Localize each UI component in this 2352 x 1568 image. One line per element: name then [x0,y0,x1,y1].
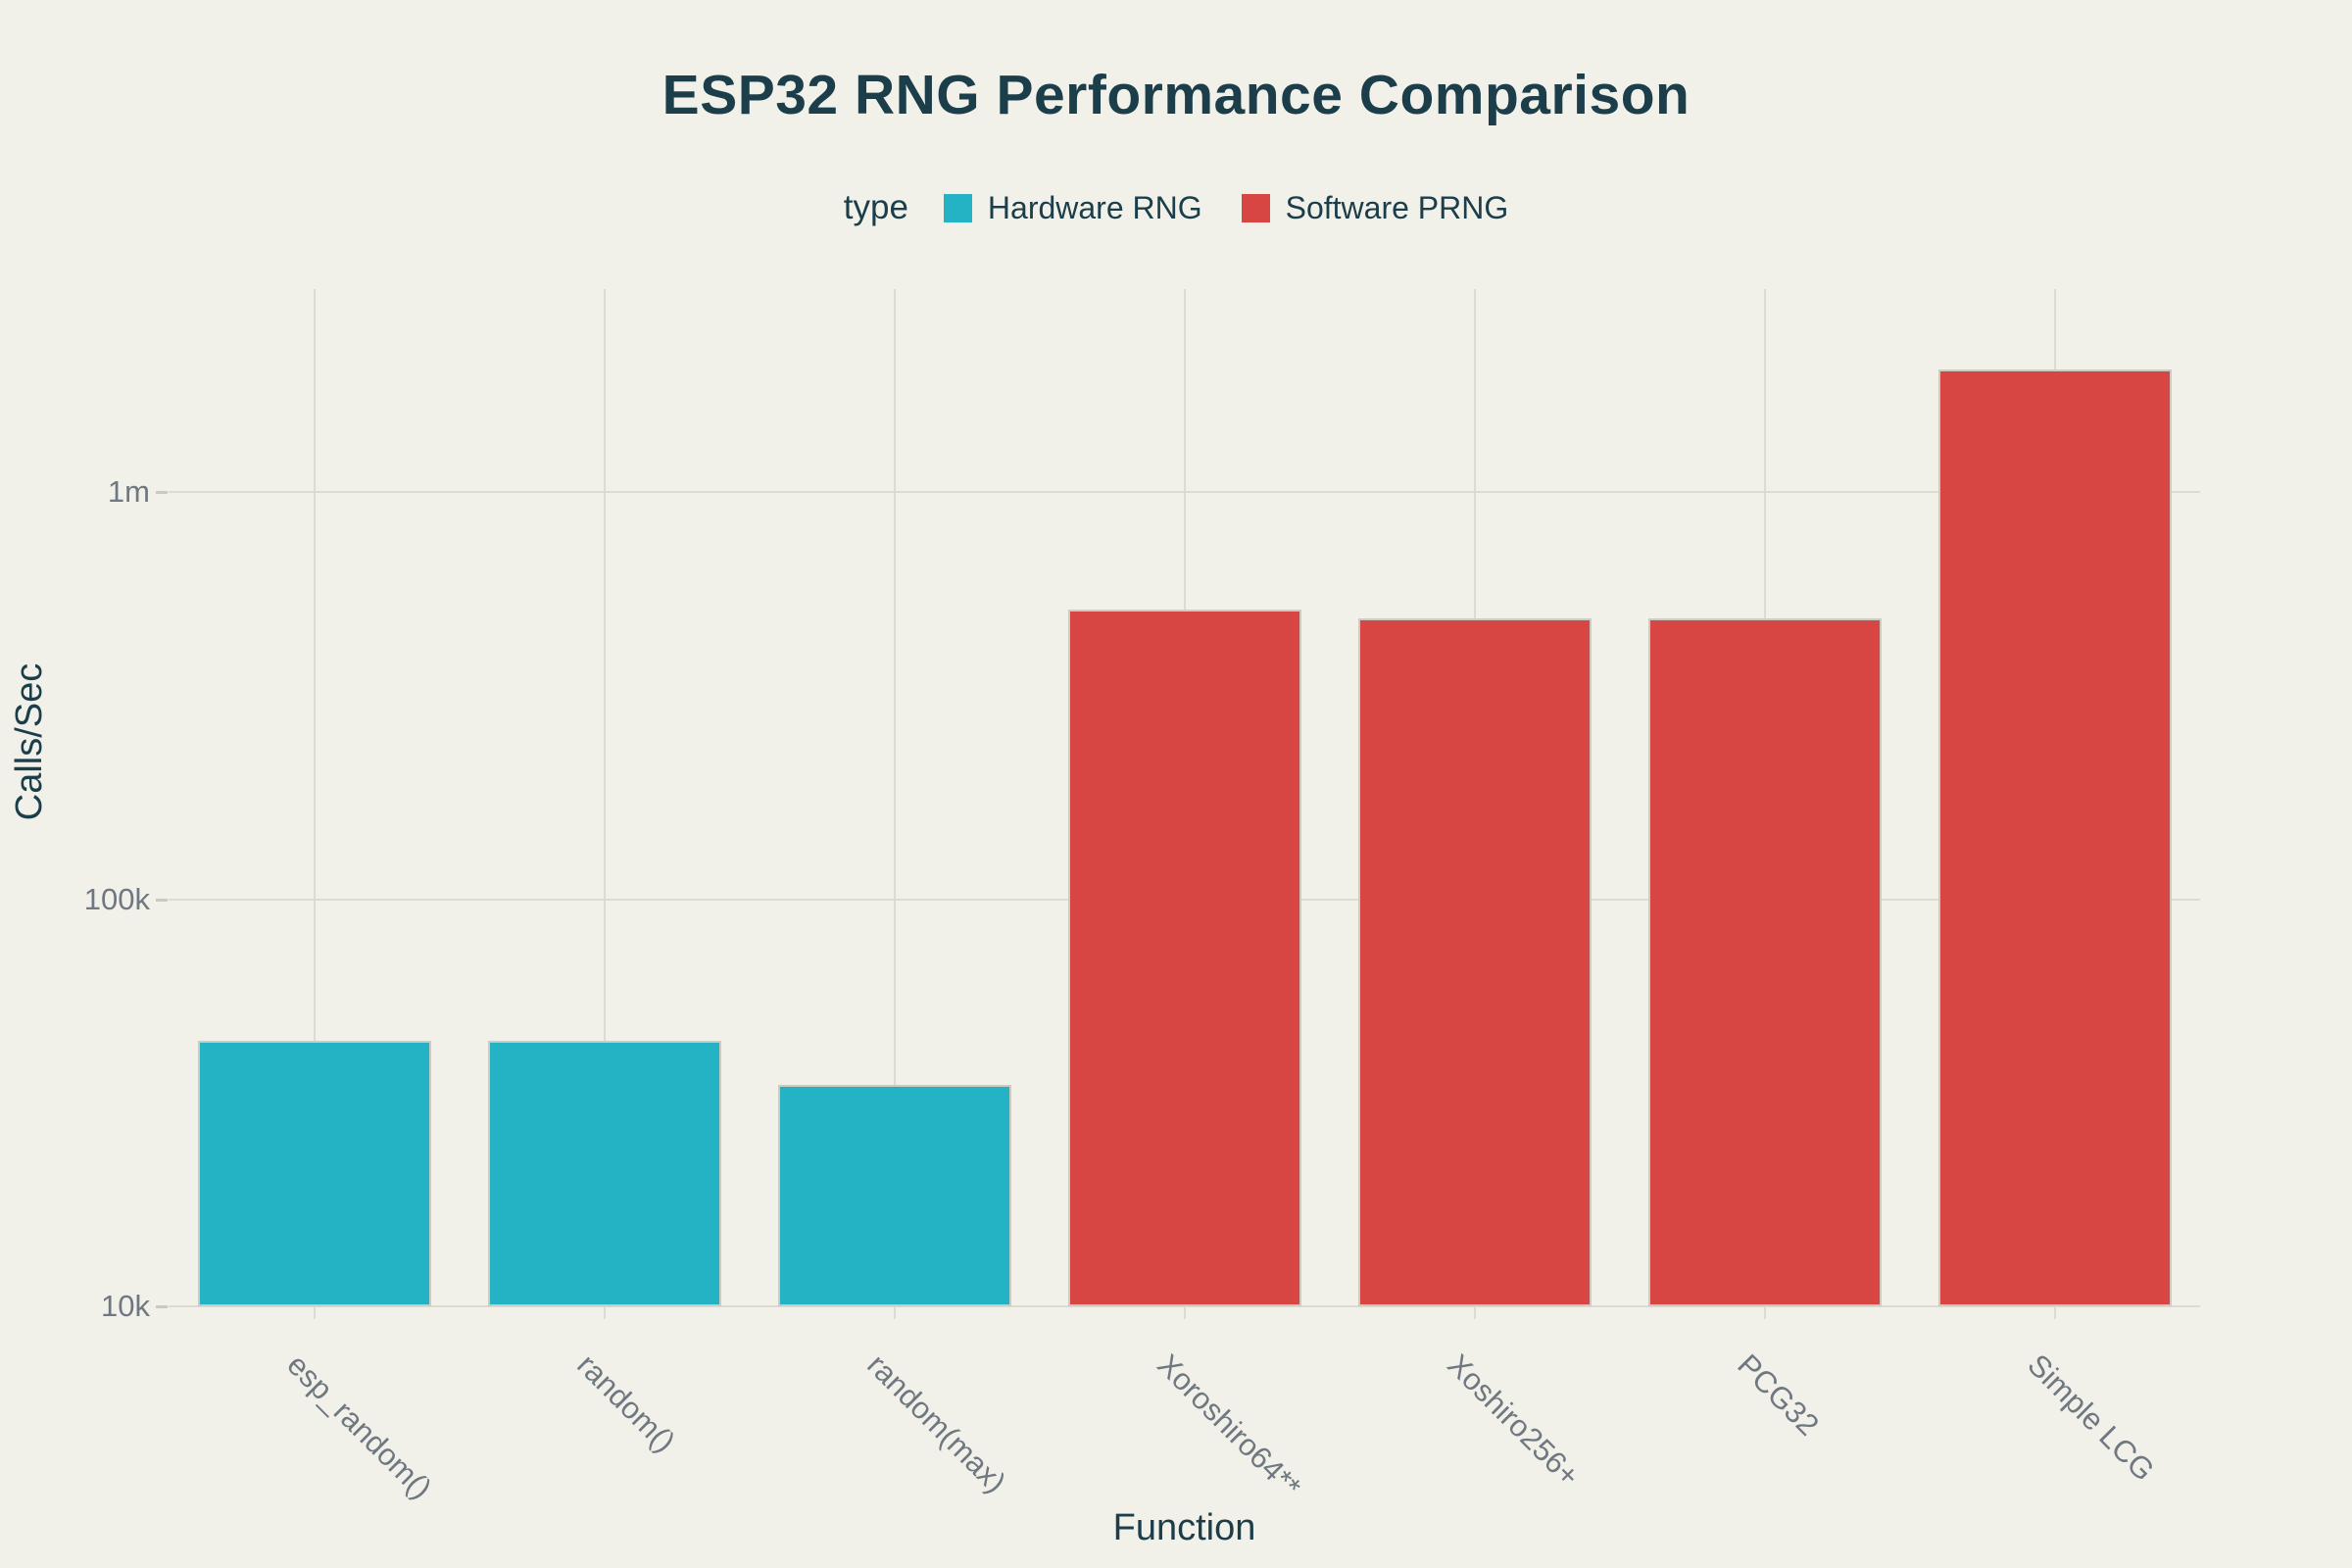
bar-Simple LCG [1938,368,2172,1306]
y-tick-label-10k: 10k [101,1289,150,1323]
legend: type Hardware RNG Software PRNG [0,184,2352,231]
x-tick-label-PCG32: PCG32 [1731,1348,1826,1443]
legend-title: type [843,188,908,226]
bar-esp_random() [198,1040,431,1306]
y-tick-mark [156,491,168,494]
bar-Xoshiro256+ [1358,617,1592,1306]
y-tick-label-100k: 100k [83,881,150,916]
legend-label-hardware-rng: Hardware RNG [987,189,1202,225]
x-tick-label-Xoroshiro64**: Xoroshiro64** [1151,1348,1308,1505]
bar-random(max) [778,1084,1011,1306]
legend-item-hardware-rng[interactable]: Hardware RNG [943,189,1202,226]
x-gridline [314,289,316,1319]
y-tick-label-1m: 1m [107,474,150,509]
x-tick-label-Simple LCG: Simple LCG [2021,1348,2162,1488]
y-tick-mark [156,1305,168,1308]
x-axis-title: Function [1112,1507,1256,1548]
legend-swatch-software-prng-icon [1241,193,1270,222]
x-tick-label-random(max): random(max) [860,1348,1013,1500]
chart-title: ESP32 RNG Performance Comparison [662,64,1690,126]
x-tick-label-esp_random(): esp_random() [280,1348,439,1506]
x-tick-label-random(): random() [570,1348,682,1459]
x-tick-label-Xoshiro256+: Xoshiro256+ [1441,1348,1587,1494]
bar-random() [488,1040,721,1306]
y-axis-title: Calls/Sec [9,662,50,821]
plot-area [169,289,2200,1319]
bar-PCG32 [1648,617,1882,1306]
bar-Xoroshiro64** [1068,609,1301,1306]
legend-item-software-prng[interactable]: Software PRNG [1241,189,1509,226]
x-gridline [894,289,896,1319]
y-tick-mark [156,898,168,902]
legend-swatch-hardware-rng-icon [943,193,972,222]
legend-label-software-prng: Software PRNG [1285,189,1509,225]
x-gridline [604,289,606,1319]
